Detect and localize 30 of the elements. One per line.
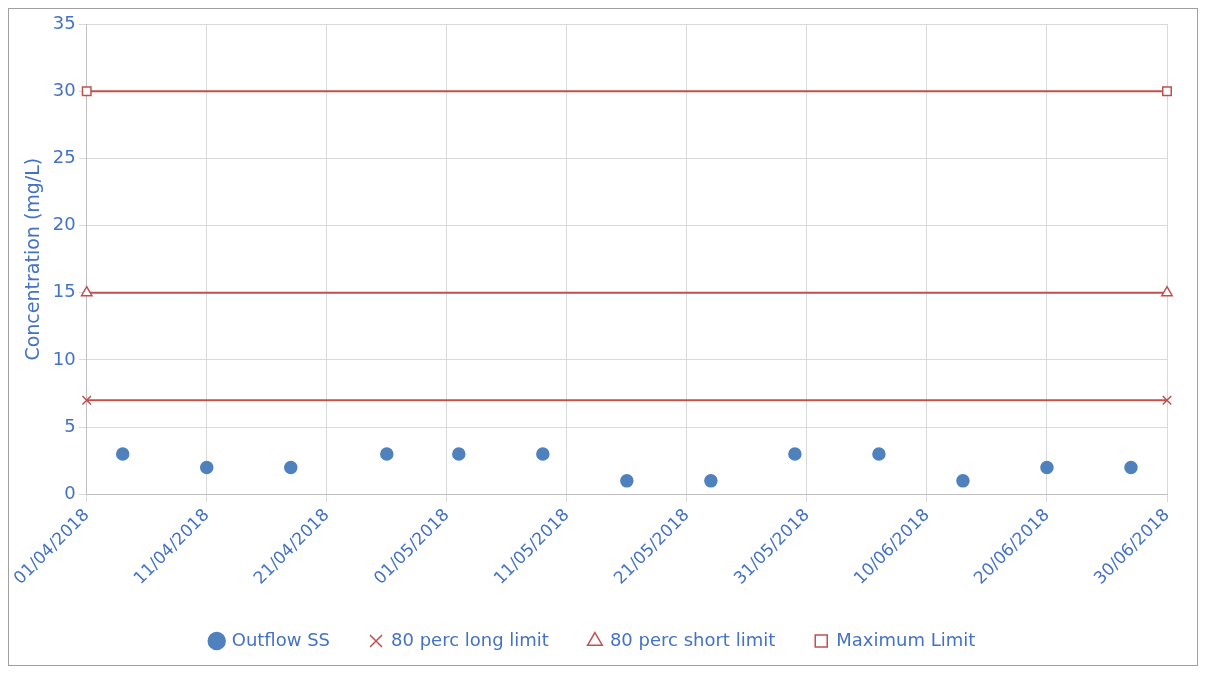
point [620,474,634,488]
y-tick-label: 0 [64,481,76,503]
legend-label: Outflow SS [231,628,331,650]
y-tick-label: 30 [52,78,76,100]
point [1124,460,1138,475]
point [1162,395,1172,406]
y-axis-title: Concentration (mg/L) [21,157,44,361]
point [115,447,130,461]
y-tick-label: 5 [64,414,76,436]
point [788,447,802,461]
point [81,86,92,97]
point [81,395,92,406]
point [1040,460,1054,475]
legend-label: 80 perc short limit [609,628,776,650]
point [380,447,394,461]
point [1162,86,1172,97]
point [452,447,466,461]
y-tick-label: 15 [52,280,76,302]
legend-label: Maximum Limit [836,628,976,650]
point [872,447,886,461]
y-tick-label: 20 [52,213,76,235]
point [284,460,298,475]
point [956,474,970,488]
y-tick-label: 10 [52,347,76,369]
y-tick-label: 35 [52,11,76,33]
legend-label: 80 perc long limit [391,628,549,650]
point [536,447,550,461]
point [704,474,718,488]
y-tick-label: 25 [52,146,76,168]
point [199,460,214,475]
